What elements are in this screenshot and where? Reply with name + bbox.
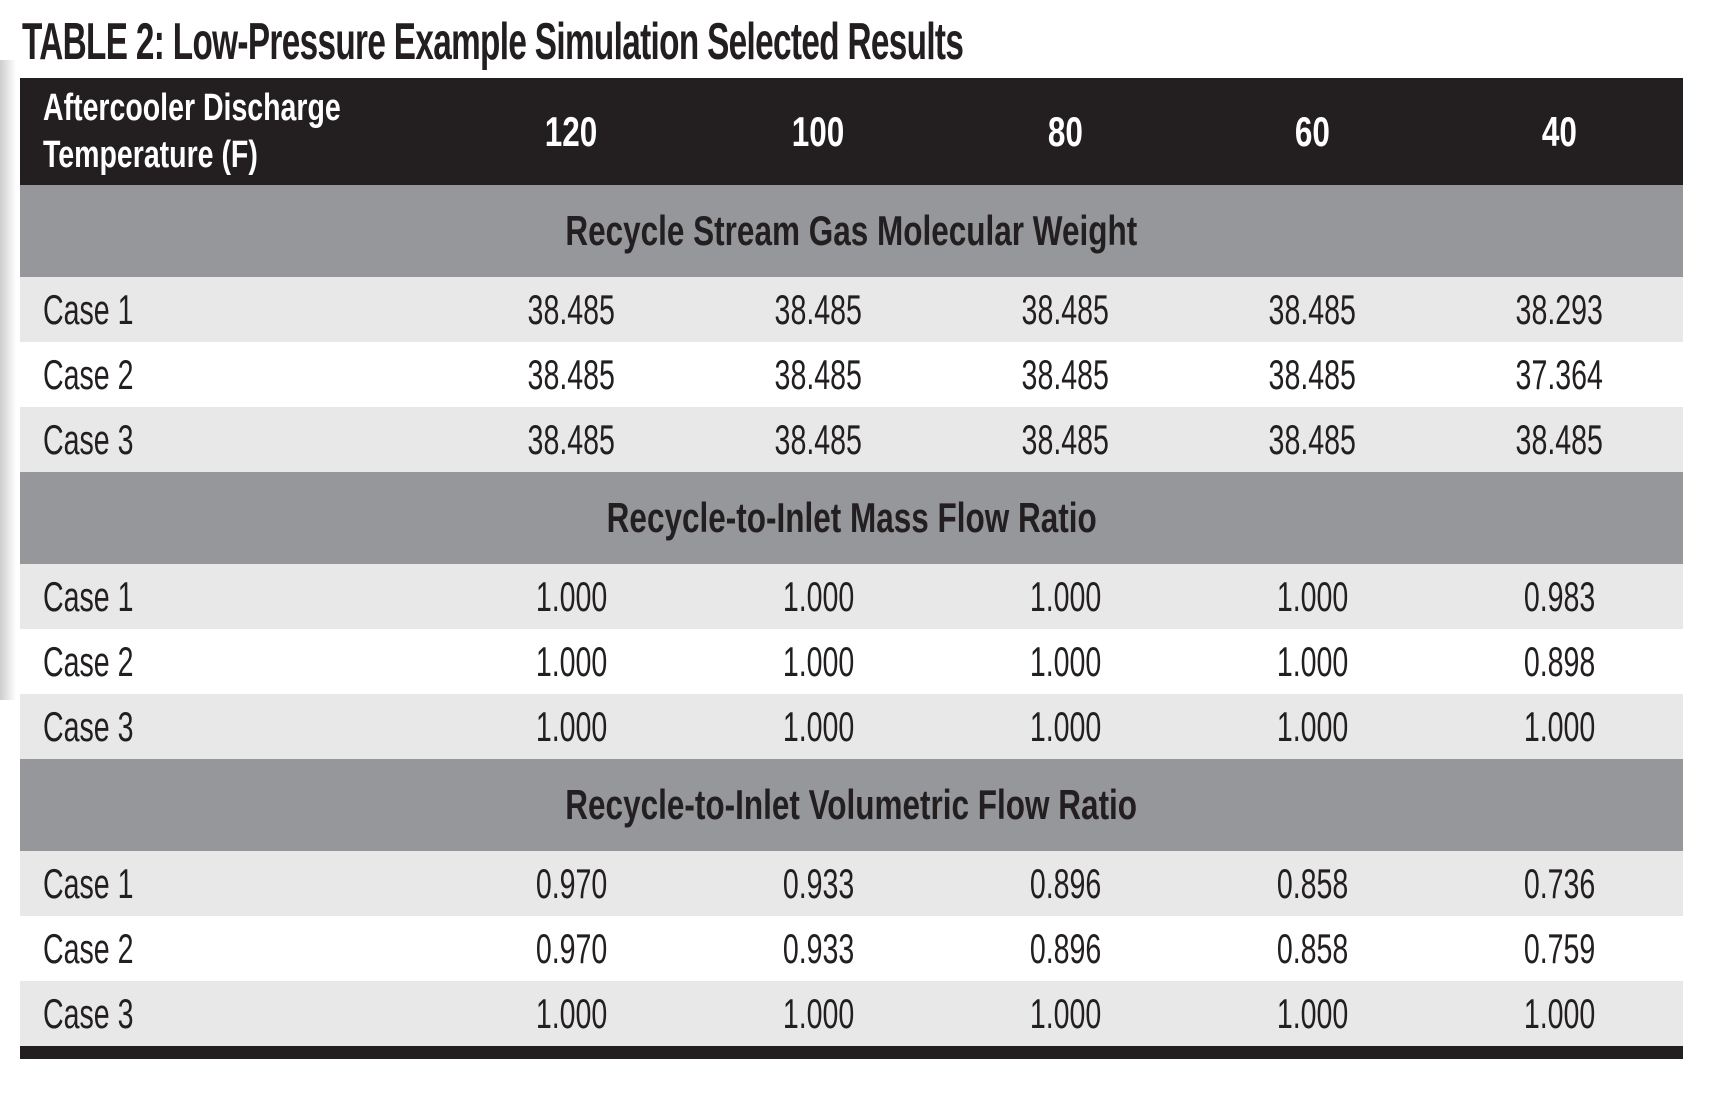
value-cell: 1.000 — [535, 572, 608, 620]
page-edge-shadow — [0, 60, 16, 700]
value-cell: 1.000 — [782, 637, 855, 685]
column-header-40: 40 — [1541, 107, 1578, 155]
row-label: Case 1 — [43, 859, 134, 907]
row-label: Case 1 — [43, 285, 134, 333]
value-cell: 38.485 — [1268, 285, 1357, 333]
value-cell: 1.000 — [782, 702, 855, 750]
column-header-100: 100 — [792, 107, 845, 155]
value-cell: 0.970 — [535, 859, 608, 907]
section-header-molecular-weight: Recycle Stream Gas Molecular Weight — [20, 185, 1683, 277]
value-cell: 0.898 — [1523, 637, 1596, 685]
value-cell: 0.983 — [1523, 572, 1596, 620]
table-caption-text: TABLE 2: Low-Pressure Example Simulation… — [22, 13, 964, 71]
column-header-60: 60 — [1294, 107, 1331, 155]
header-label-line1: Aftercooler Discharge — [43, 86, 341, 129]
row-label: Case 3 — [43, 415, 134, 463]
value-cell: 1.000 — [1276, 702, 1349, 750]
value-cell: 38.485 — [1268, 350, 1357, 398]
table-row: Case 3 1.000 1.000 1.000 1.000 1.000 — [20, 981, 1683, 1046]
value-cell: 1.000 — [1029, 702, 1102, 750]
value-cell: 0.736 — [1523, 859, 1596, 907]
table-row: Case 3 38.485 38.485 38.485 38.485 38.48… — [20, 407, 1683, 472]
value-cell: 1.000 — [1276, 572, 1349, 620]
value-cell: 1.000 — [1523, 989, 1596, 1037]
value-cell: 38.485 — [774, 285, 863, 333]
value-cell: 1.000 — [535, 702, 608, 750]
value-cell: 38.293 — [1515, 285, 1604, 333]
table-bottom-border — [20, 1046, 1683, 1059]
value-cell: 38.485 — [1515, 415, 1604, 463]
value-cell: 0.970 — [535, 924, 608, 972]
value-cell: 0.858 — [1276, 924, 1349, 972]
header-label-line2: Temperature (F) — [43, 133, 258, 176]
header-label: Aftercooler Discharge Temperature (F) — [43, 85, 440, 179]
table-row: Case 2 1.000 1.000 1.000 1.000 0.898 — [20, 629, 1683, 694]
value-cell: 0.896 — [1029, 859, 1102, 907]
value-cell: 38.485 — [774, 415, 863, 463]
value-cell: 38.485 — [527, 285, 616, 333]
results-table: Aftercooler Discharge Temperature (F) 12… — [20, 78, 1683, 1059]
header-label-cell: Aftercooler Discharge Temperature (F) — [20, 78, 448, 185]
value-cell: 1.000 — [1029, 989, 1102, 1037]
value-cell: 38.485 — [527, 350, 616, 398]
table-row: Case 1 1.000 1.000 1.000 1.000 0.983 — [20, 564, 1683, 629]
value-cell: 1.000 — [535, 989, 608, 1037]
value-cell: 1.000 — [1029, 637, 1102, 685]
value-cell: 1.000 — [1523, 702, 1596, 750]
section-header-mass-flow-ratio: Recycle-to-Inlet Mass Flow Ratio — [20, 472, 1683, 564]
table-header-row: Aftercooler Discharge Temperature (F) 12… — [20, 78, 1683, 185]
row-label: Case 2 — [43, 350, 134, 398]
table-caption: TABLE 2: Low-Pressure Example Simulation… — [22, 8, 1493, 76]
table-row: Case 2 0.970 0.933 0.896 0.858 0.759 — [20, 916, 1683, 981]
value-cell: 37.364 — [1515, 350, 1604, 398]
row-label: Case 2 — [43, 637, 134, 685]
value-cell: 1.000 — [1276, 989, 1349, 1037]
row-label: Case 3 — [43, 989, 134, 1037]
value-cell: 38.485 — [1021, 285, 1110, 333]
table-row: Case 2 38.485 38.485 38.485 38.485 37.36… — [20, 342, 1683, 407]
table-row: Case 1 38.485 38.485 38.485 38.485 38.29… — [20, 277, 1683, 342]
column-header-120: 120 — [545, 107, 598, 155]
value-cell: 1.000 — [1276, 637, 1349, 685]
column-header-80: 80 — [1047, 107, 1084, 155]
value-cell: 0.896 — [1029, 924, 1102, 972]
value-cell: 38.485 — [1268, 415, 1357, 463]
section-header-volumetric-flow-ratio: Recycle-to-Inlet Volumetric Flow Ratio — [20, 759, 1683, 851]
table-row: Case 3 1.000 1.000 1.000 1.000 1.000 — [20, 694, 1683, 759]
value-cell: 0.933 — [782, 924, 855, 972]
value-cell: 38.485 — [1021, 415, 1110, 463]
value-cell: 38.485 — [1021, 350, 1110, 398]
value-cell: 38.485 — [774, 350, 863, 398]
value-cell: 1.000 — [782, 989, 855, 1037]
value-cell: 0.858 — [1276, 859, 1349, 907]
value-cell: 1.000 — [1029, 572, 1102, 620]
value-cell: 38.485 — [527, 415, 616, 463]
row-label: Case 2 — [43, 924, 134, 972]
table-row: Case 1 0.970 0.933 0.896 0.858 0.736 — [20, 851, 1683, 916]
value-cell: 0.759 — [1523, 924, 1596, 972]
value-cell: 0.933 — [782, 859, 855, 907]
value-cell: 1.000 — [535, 637, 608, 685]
row-label: Case 3 — [43, 702, 134, 750]
row-label: Case 1 — [43, 572, 134, 620]
value-cell: 1.000 — [782, 572, 855, 620]
